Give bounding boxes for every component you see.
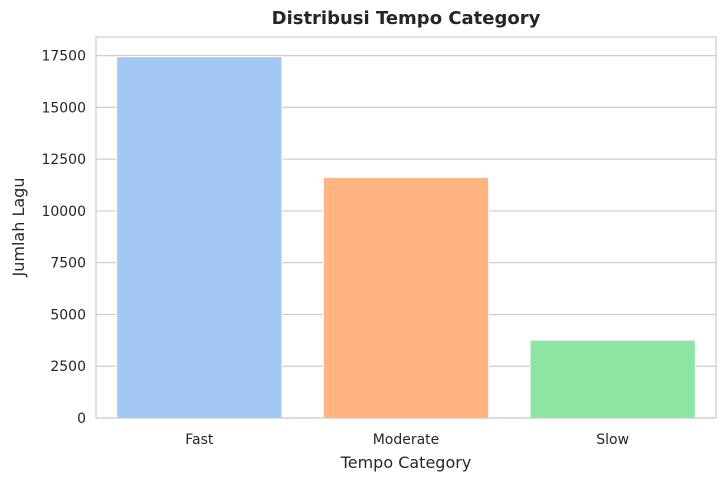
y-axis-label: Jumlah Lagu <box>9 178 28 278</box>
x-axis-label: Tempo Category <box>340 453 472 472</box>
y-tick-label: 5000 <box>50 307 86 323</box>
bar-fast <box>116 56 283 419</box>
bars <box>116 56 696 419</box>
y-tick-label: 10000 <box>41 204 86 220</box>
y-tick-label: 15000 <box>41 100 86 116</box>
y-tick-label: 7500 <box>50 256 86 272</box>
x-tick-label: Moderate <box>373 432 440 448</box>
y-tick-label: 0 <box>77 411 86 427</box>
bar-slow <box>529 339 696 419</box>
x-tick-label: Slow <box>596 432 629 448</box>
chart-title: Distribusi Tempo Category <box>272 8 541 29</box>
x-tick-labels: Fast Moderate Slow <box>185 432 629 448</box>
y-tick-label: 12500 <box>41 152 86 168</box>
y-tick-labels: 0 2500 5000 7500 10000 12500 15000 17500 <box>41 49 86 427</box>
y-tick-label: 2500 <box>50 359 86 375</box>
bar-moderate <box>322 176 490 419</box>
x-tick-label: Fast <box>185 432 214 448</box>
y-tick-label: 17500 <box>41 49 86 65</box>
plot-frame <box>95 36 717 419</box>
